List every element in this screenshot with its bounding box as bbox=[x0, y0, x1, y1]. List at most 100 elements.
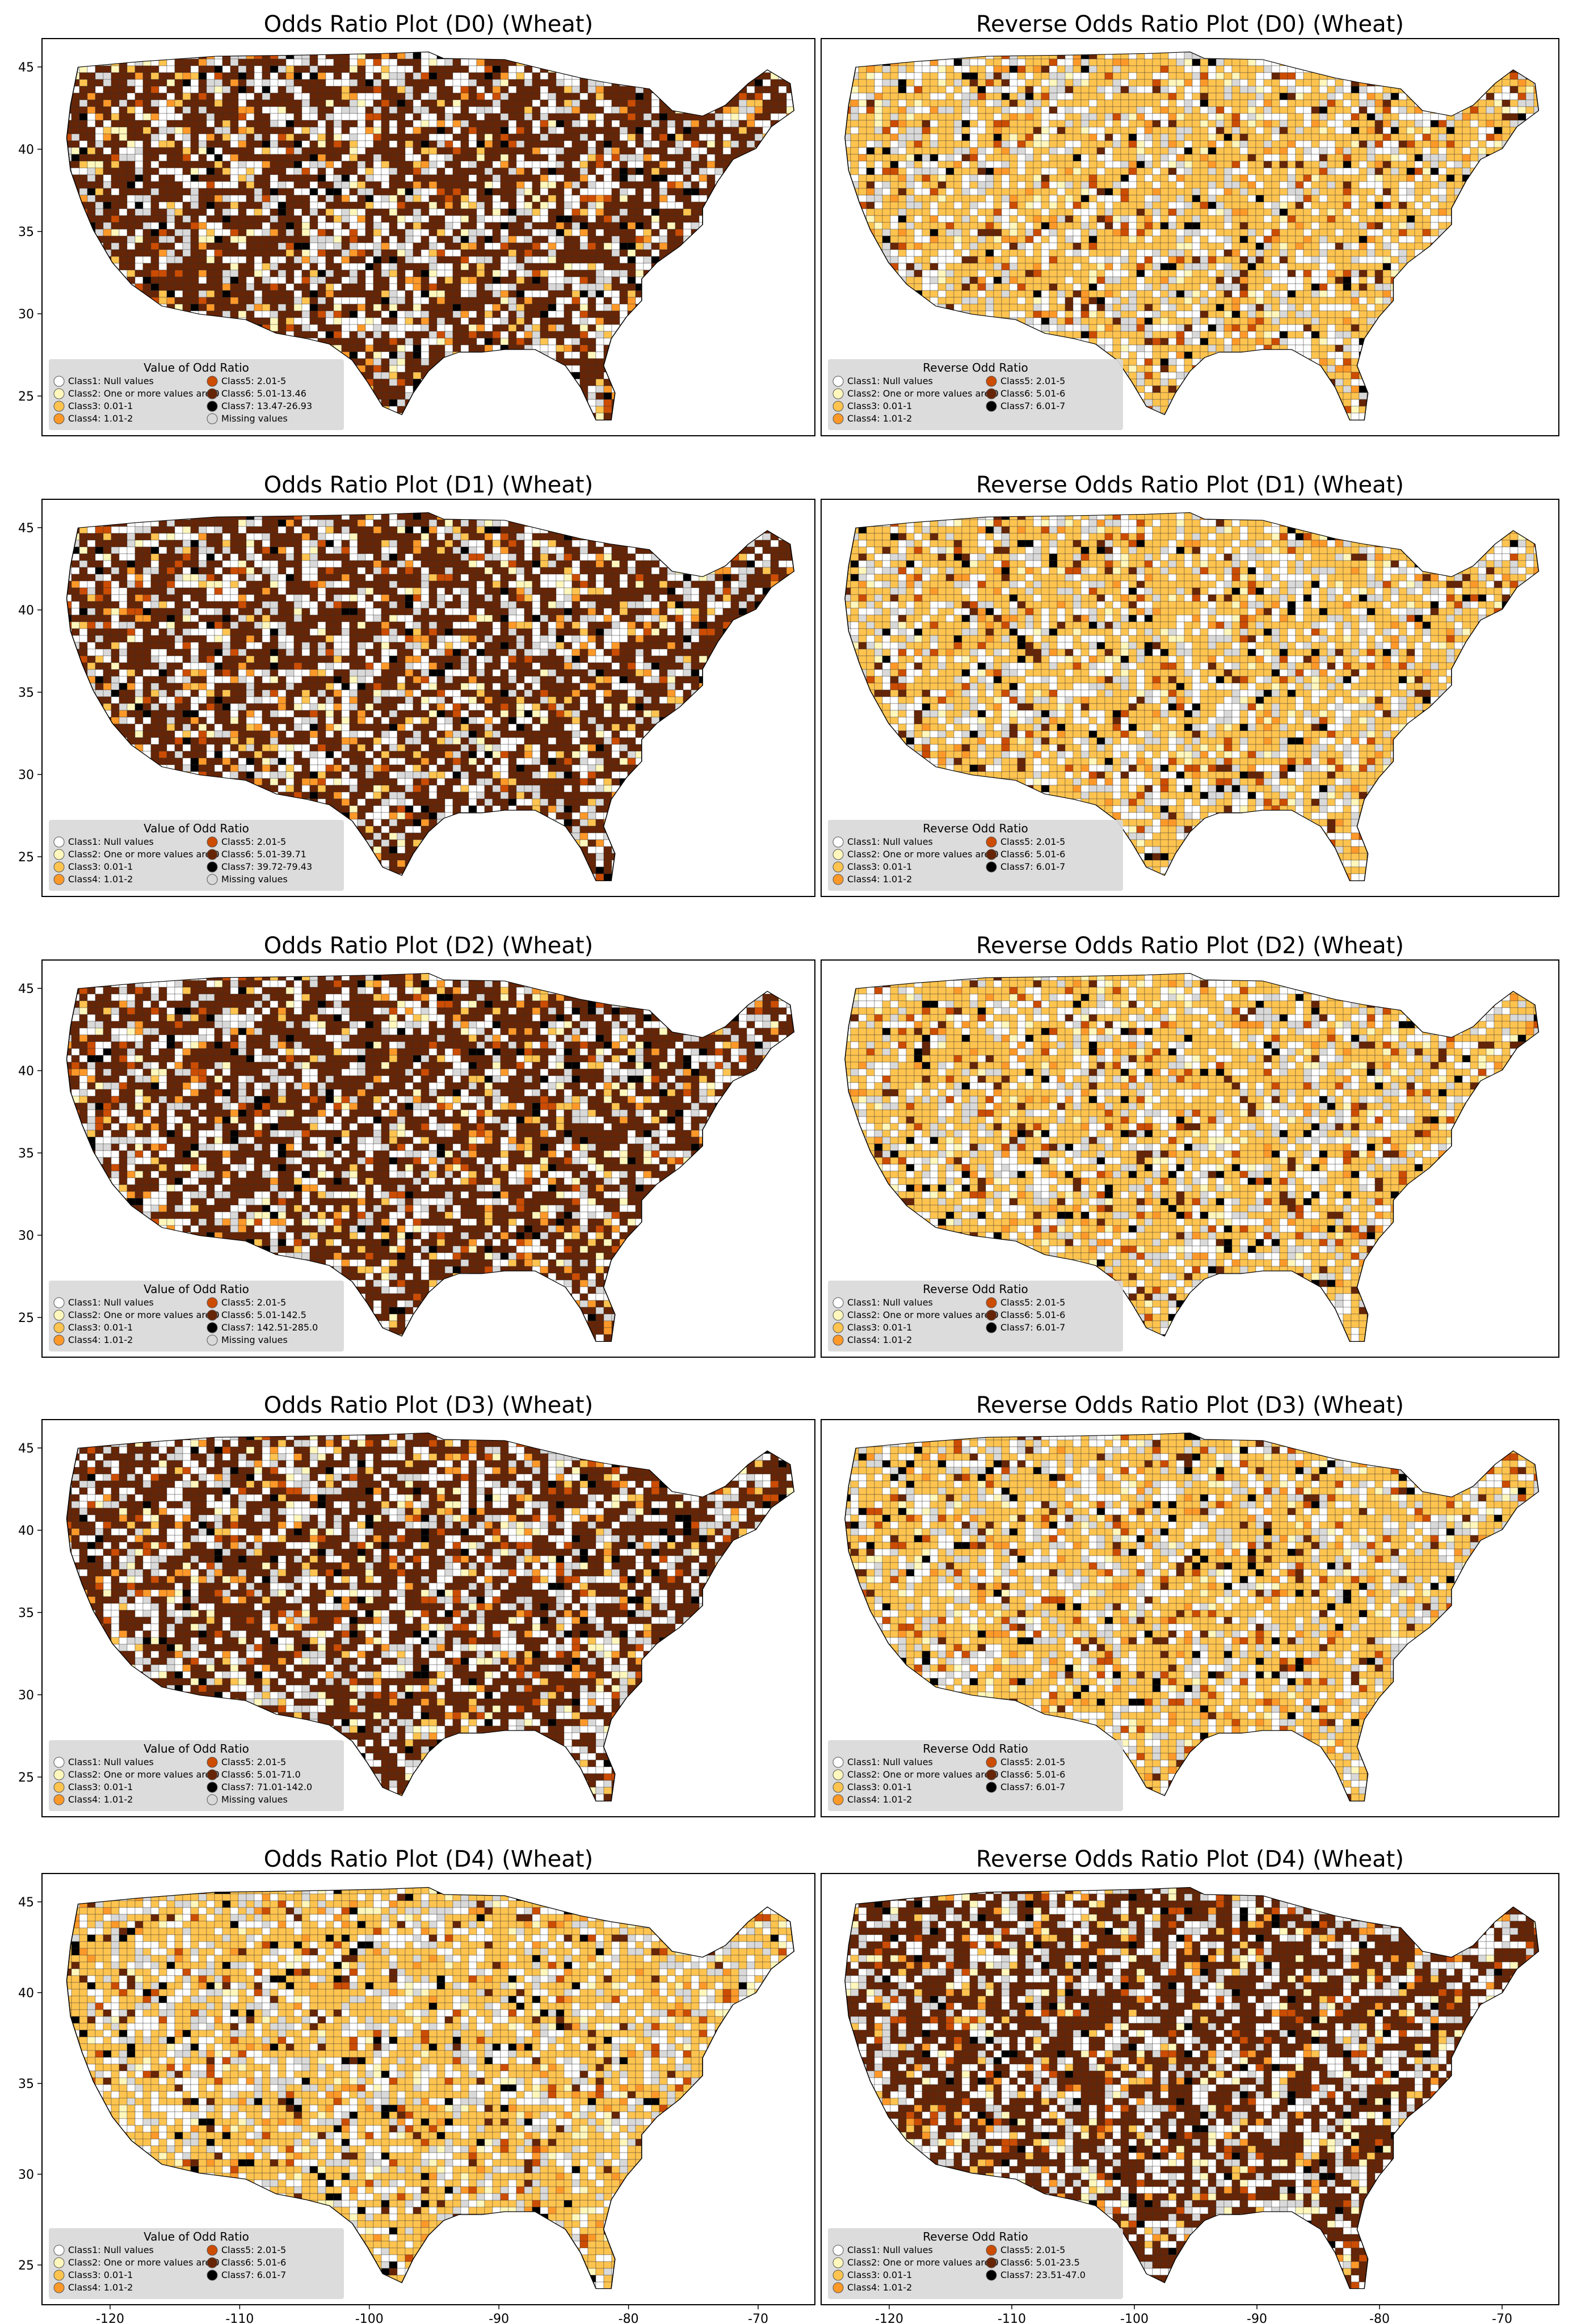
county-cell bbox=[238, 127, 247, 134]
county-cell bbox=[397, 344, 406, 352]
county-cell bbox=[405, 276, 414, 284]
county-cell bbox=[190, 188, 199, 196]
county-cell bbox=[524, 249, 533, 257]
county-cell bbox=[293, 127, 302, 134]
county-cell bbox=[484, 324, 493, 332]
county-cell bbox=[563, 167, 573, 175]
county-cell bbox=[730, 120, 739, 128]
county-cell bbox=[571, 195, 581, 203]
county-cell bbox=[293, 229, 302, 237]
county-cell bbox=[238, 263, 247, 271]
county-cell bbox=[293, 161, 302, 169]
county-cell bbox=[238, 229, 247, 237]
county-cell bbox=[714, 127, 724, 134]
county-cell bbox=[134, 72, 144, 80]
county-cell bbox=[714, 120, 724, 128]
county-cell bbox=[373, 297, 382, 305]
county-cell bbox=[397, 249, 406, 257]
county-cell bbox=[452, 235, 461, 243]
county-cell bbox=[365, 270, 374, 277]
county-cell bbox=[643, 249, 652, 257]
county-cell bbox=[428, 351, 438, 359]
county-cell bbox=[468, 229, 477, 237]
county-cell bbox=[373, 79, 382, 87]
county-cell bbox=[540, 161, 549, 169]
county-cell bbox=[365, 120, 374, 128]
county-cell bbox=[119, 86, 128, 94]
county-cell bbox=[150, 140, 159, 148]
county-cell bbox=[675, 154, 684, 162]
county-cell bbox=[635, 174, 644, 182]
county-cell bbox=[365, 283, 374, 291]
county-cell bbox=[262, 58, 271, 66]
county-cell bbox=[579, 140, 588, 148]
county-cell bbox=[484, 256, 493, 264]
county-cell bbox=[571, 86, 581, 94]
county-cell bbox=[190, 270, 199, 277]
county-cell bbox=[277, 201, 287, 209]
county-cell bbox=[373, 378, 382, 386]
county-cell bbox=[198, 229, 207, 237]
county-cell bbox=[134, 256, 144, 264]
county-cell bbox=[254, 133, 263, 141]
county-cell bbox=[524, 99, 533, 107]
county-cell bbox=[198, 92, 207, 100]
county-cell bbox=[571, 120, 581, 128]
county-cell bbox=[571, 106, 581, 114]
county-cell bbox=[548, 127, 557, 134]
county-cell bbox=[127, 72, 136, 80]
county-cell bbox=[563, 256, 573, 264]
county-cell bbox=[166, 222, 175, 230]
county-cell bbox=[238, 276, 247, 284]
county-cell bbox=[142, 201, 152, 209]
county-cell bbox=[405, 256, 414, 264]
county-cell bbox=[563, 276, 573, 284]
county-cell bbox=[341, 188, 350, 196]
county-cell bbox=[174, 242, 183, 250]
county-cell bbox=[563, 195, 573, 203]
county-cell bbox=[651, 161, 660, 169]
county-cell bbox=[301, 195, 310, 203]
county-cell bbox=[476, 133, 485, 141]
county-cell bbox=[182, 270, 191, 277]
county-cell bbox=[309, 113, 318, 121]
county-cell bbox=[476, 65, 485, 73]
county-cell bbox=[508, 65, 517, 73]
county-cell bbox=[309, 249, 318, 257]
county-cell bbox=[397, 310, 406, 318]
county-cell bbox=[492, 167, 501, 175]
county-cell bbox=[190, 120, 199, 128]
county-cell bbox=[285, 263, 295, 271]
county-cell bbox=[532, 201, 541, 209]
county-cell bbox=[405, 58, 414, 66]
county-cell bbox=[381, 229, 390, 237]
county-cell bbox=[428, 188, 438, 196]
county-cell bbox=[563, 188, 573, 196]
county-cell bbox=[508, 113, 517, 121]
county-cell bbox=[285, 174, 295, 182]
county-cell bbox=[166, 290, 175, 298]
county-cell bbox=[111, 229, 120, 237]
county-cell bbox=[285, 235, 295, 243]
county-cell bbox=[262, 297, 271, 305]
county-cell bbox=[595, 283, 604, 291]
county-cell bbox=[532, 256, 541, 264]
county-cell bbox=[373, 208, 382, 216]
county-cell bbox=[262, 249, 271, 257]
county-cell bbox=[405, 215, 414, 223]
county-cell bbox=[563, 120, 573, 128]
county-cell bbox=[365, 201, 374, 209]
county-cell bbox=[333, 120, 342, 128]
county-cell bbox=[651, 147, 660, 155]
county-cell bbox=[516, 79, 525, 87]
county-cell bbox=[516, 140, 525, 148]
county-cell bbox=[405, 378, 414, 386]
county-cell bbox=[389, 127, 398, 134]
county-cell bbox=[468, 72, 477, 80]
county-cell bbox=[548, 215, 557, 223]
county-cell bbox=[309, 283, 318, 291]
county-cell bbox=[548, 317, 557, 325]
county-cell bbox=[468, 344, 477, 352]
county-cell bbox=[683, 167, 692, 175]
county-cell bbox=[405, 263, 414, 271]
